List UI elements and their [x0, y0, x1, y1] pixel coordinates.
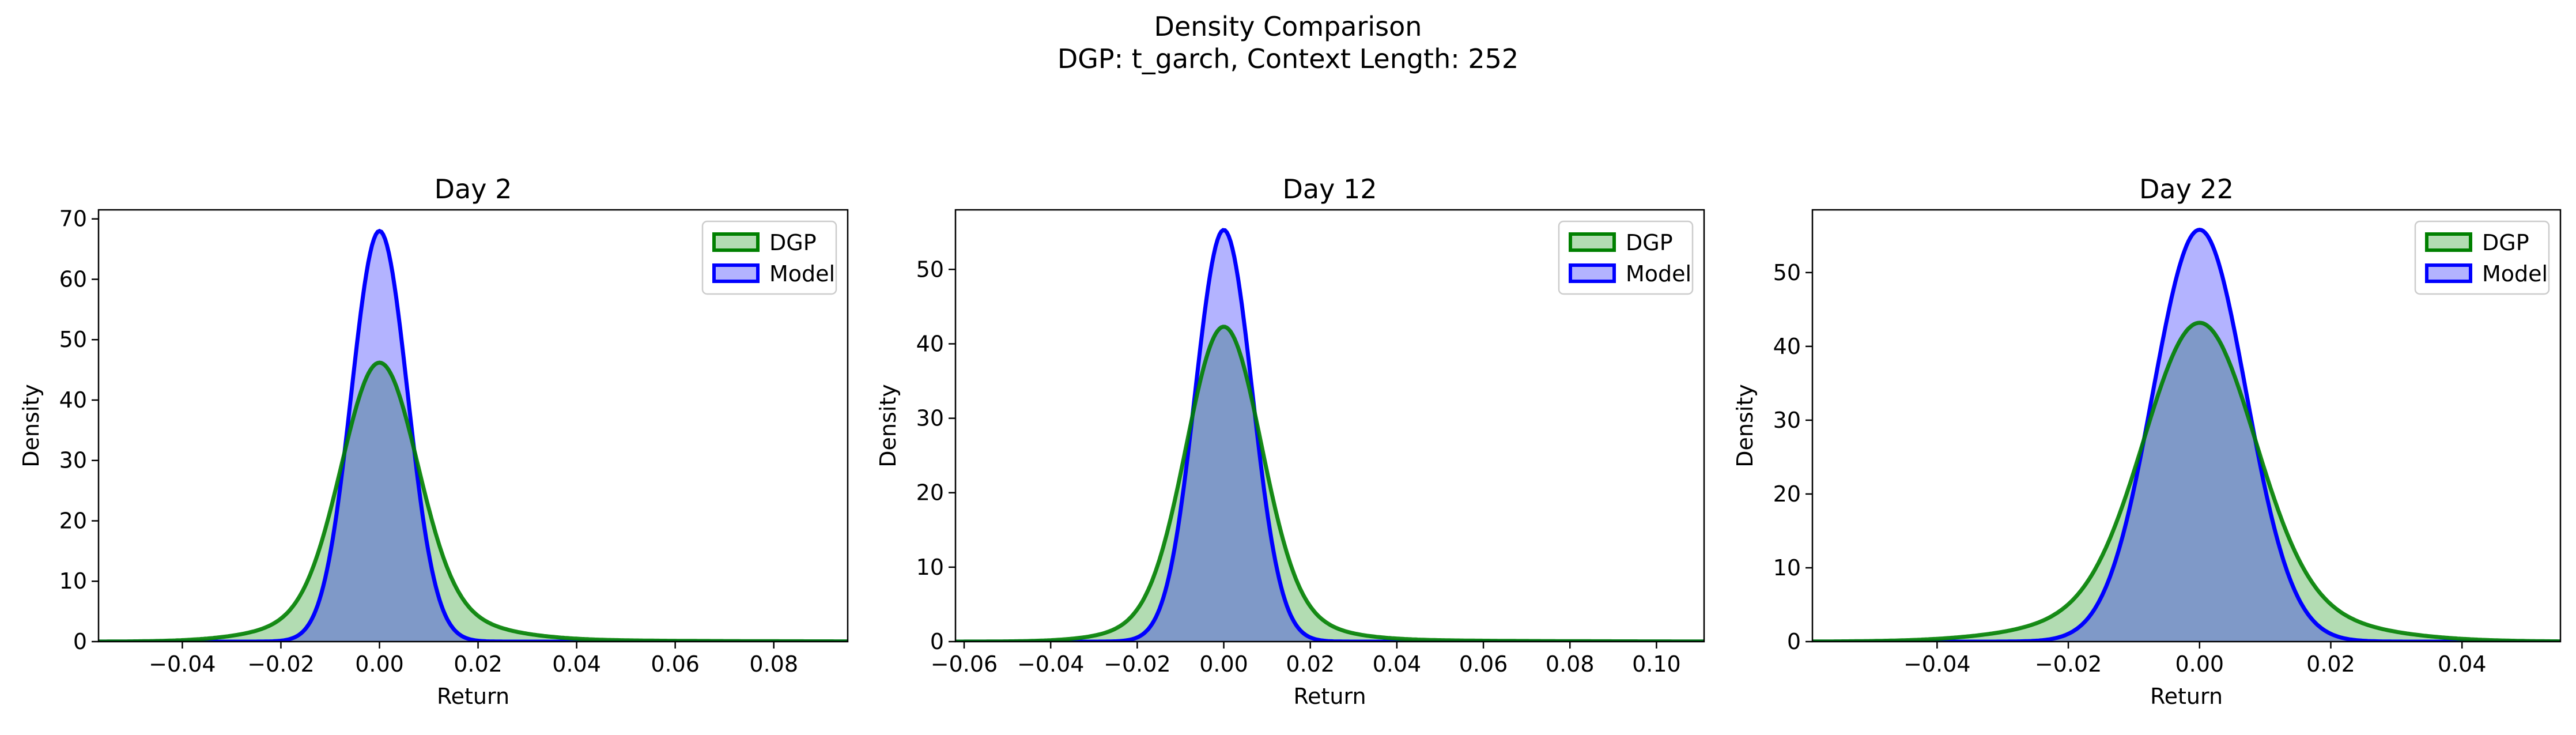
- legend-label-model: Model: [769, 261, 835, 287]
- x-tick-label: 0.04: [2438, 651, 2487, 677]
- x-axis-label: Return: [2150, 684, 2223, 709]
- overlap-area: [955, 326, 1704, 642]
- y-tick-label: 30: [916, 406, 944, 431]
- x-tick-label: −0.04: [149, 651, 216, 677]
- legend-swatch-dgp: [1569, 232, 1616, 252]
- dgp-line: [99, 360, 848, 642]
- axes-frame: [1811, 209, 2562, 643]
- x-tick-label: 0.02: [2306, 651, 2355, 677]
- legend-swatch-model: [1569, 263, 1616, 283]
- x-tick-label: −0.04: [1903, 651, 1970, 677]
- model-line: [99, 228, 848, 642]
- subplot-title: Day 12: [1283, 174, 1377, 205]
- y-tick-label: 0: [1787, 629, 1801, 654]
- x-tick-label: −0.04: [1017, 651, 1084, 677]
- legend: DGP Model: [2414, 220, 2550, 295]
- x-tick-label: −0.02: [1104, 651, 1170, 677]
- y-tick-label: 20: [1773, 481, 1801, 507]
- x-tick-label: 0.00: [1199, 651, 1248, 677]
- legend-swatch-dgp: [712, 232, 760, 252]
- y-tick-label: 30: [1773, 408, 1801, 433]
- subplot-3: −0.04 −0.02 0.00 0.02 0.04 0 10 20 30 40 50 Day 22 R…: [1732, 174, 2562, 709]
- legend-swatch-model: [2425, 263, 2472, 283]
- x-tick-label: 0.08: [749, 651, 798, 677]
- y-tick-label: 10: [916, 555, 944, 580]
- y-tick-label: 10: [1773, 555, 1801, 581]
- x-tick-label: 0.04: [1373, 651, 1422, 677]
- y-tick-label: 40: [1773, 334, 1801, 359]
- subplot-title: Day 22: [2139, 174, 2234, 205]
- y-tick-label: 50: [916, 257, 944, 282]
- dgp-line: [955, 325, 1704, 642]
- y-tick-label: 30: [59, 448, 87, 473]
- legend-label-dgp: DGP: [2482, 230, 2529, 255]
- subplots: −0.04 −0.02 0.00 0.02 0.04 0.06 0.08 0 10 20 30 40 5…: [18, 174, 2562, 709]
- legend-swatch-dgp: [2425, 232, 2472, 252]
- y-tick-label: 40: [916, 331, 944, 356]
- x-axis-label: Return: [437, 684, 509, 709]
- subplot-1: −0.04 −0.02 0.00 0.02 0.04 0.06 0.08 0 10 20 30 40 5…: [18, 174, 849, 709]
- dgp-area: [955, 326, 1704, 642]
- y-tick-label: 40: [59, 387, 87, 413]
- legend-label-dgp: DGP: [769, 230, 817, 255]
- axes-frame: [954, 209, 1705, 643]
- x-tick-label: −0.06: [931, 651, 998, 677]
- x-tick-label: −0.02: [247, 651, 314, 677]
- y-tick-label: 10: [59, 568, 87, 594]
- x-tick-label: 0.00: [355, 651, 404, 677]
- x-tick-label: 0.10: [1632, 651, 1681, 677]
- legend-label-dgp: DGP: [1626, 230, 1673, 255]
- y-tick-label: 0: [930, 629, 944, 654]
- y-tick-label: 50: [1773, 260, 1801, 285]
- x-tick-label: 0.08: [1546, 651, 1595, 677]
- y-tick-label: 20: [916, 480, 944, 506]
- y-tick-label: 0: [73, 629, 87, 654]
- x-tick-label: −0.02: [2035, 651, 2102, 677]
- x-tick-label: 0.06: [1459, 651, 1508, 677]
- axes-frame: [97, 209, 849, 643]
- plot-area: [1812, 228, 2560, 642]
- dgp-line: [1812, 321, 2560, 642]
- figure-title: Density Comparison: [1154, 11, 1422, 42]
- y-tick-label: 70: [59, 206, 87, 232]
- y-tick-label: 20: [59, 508, 87, 533]
- subplot-2: −0.06 −0.04 −0.02 0.00 0.02 0.04 0.06 0.08 0.10 0…: [875, 174, 1705, 709]
- legend: DGP Model: [1558, 220, 1694, 295]
- x-axis-label: Return: [1293, 684, 1366, 709]
- legend: DGP Model: [701, 220, 837, 295]
- overlap-area: [1812, 322, 2560, 642]
- figure-subtitle: DGP: t_garch, Context Length: 252: [1057, 43, 1519, 74]
- x-tick-label: 0.02: [454, 651, 503, 677]
- subplot-title: Day 2: [435, 174, 512, 205]
- y-axis-label: Density: [875, 384, 901, 467]
- y-tick-label: 60: [59, 266, 87, 292]
- x-tick-label: 0.06: [651, 651, 700, 677]
- model-line: [1812, 228, 2560, 642]
- y-axis-label: Density: [18, 384, 44, 467]
- x-tick-label: 0.00: [2175, 651, 2224, 677]
- dgp-area: [99, 363, 848, 642]
- y-tick-label: 50: [59, 327, 87, 352]
- x-tick-label: 0.04: [552, 651, 601, 677]
- legend-label-model: Model: [2482, 261, 2548, 287]
- overlap-area: [99, 363, 848, 642]
- y-axis-label: Density: [1732, 384, 1758, 467]
- x-tick-label: 0.02: [1286, 651, 1335, 677]
- legend-swatch-model: [712, 263, 760, 283]
- legend-label-model: Model: [1626, 261, 1691, 287]
